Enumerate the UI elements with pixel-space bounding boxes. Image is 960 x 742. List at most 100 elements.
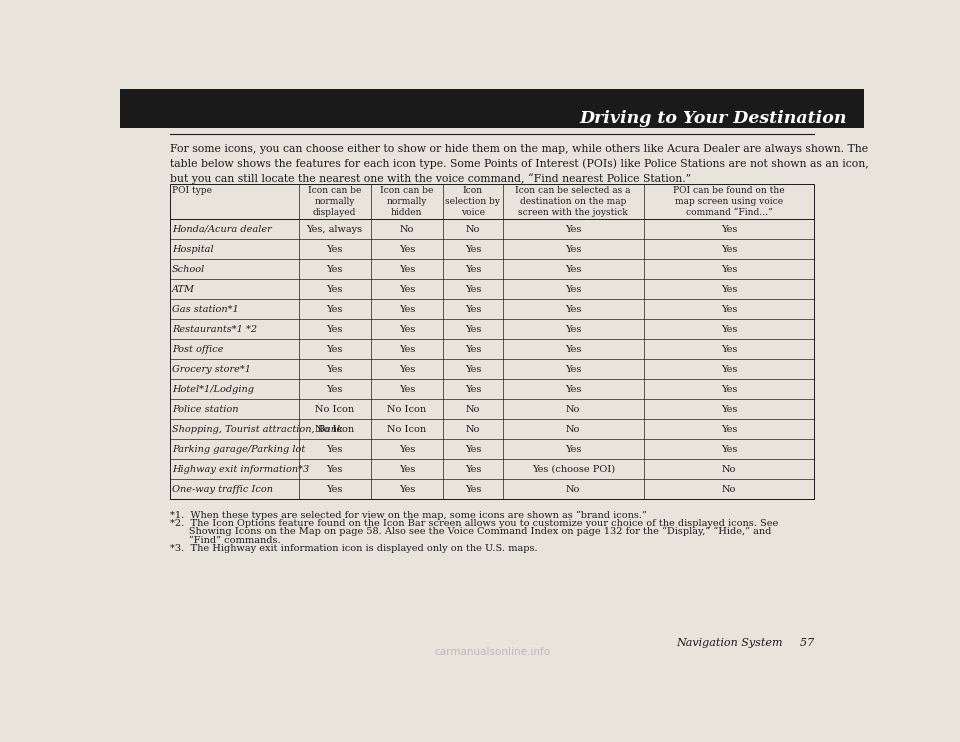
Text: Yes: Yes (326, 345, 343, 354)
Text: Yes: Yes (326, 385, 343, 394)
Text: No: No (566, 405, 581, 414)
Text: Post office: Post office (172, 345, 224, 354)
Text: Icon can be selected as a
destination on the map
screen with the joystick: Icon can be selected as a destination on… (516, 186, 631, 217)
Text: ATM: ATM (172, 285, 195, 294)
Text: Yes: Yes (565, 225, 582, 234)
Text: Yes: Yes (326, 445, 343, 454)
Text: No: No (466, 225, 480, 234)
Text: Yes: Yes (326, 285, 343, 294)
Text: Yes: Yes (721, 285, 737, 294)
Text: Police station: Police station (172, 405, 238, 414)
Text: Yes: Yes (465, 385, 481, 394)
Text: Yes: Yes (326, 465, 343, 474)
Text: *1.  When these types are selected for view on the map, some icons are shown as : *1. When these types are selected for vi… (170, 510, 646, 519)
Text: Icon
selection by
voice: Icon selection by voice (445, 186, 500, 217)
Text: Yes: Yes (398, 325, 415, 334)
Text: Yes: Yes (565, 385, 582, 394)
Text: Yes: Yes (465, 285, 481, 294)
Text: No: No (566, 485, 581, 494)
Text: School: School (172, 265, 205, 274)
Text: Icon can be
normally
hidden: Icon can be normally hidden (380, 186, 434, 217)
Text: No: No (722, 465, 736, 474)
Text: Highway exit information*3: Highway exit information*3 (172, 465, 309, 474)
Text: Yes: Yes (721, 405, 737, 414)
Text: Yes: Yes (721, 225, 737, 234)
Text: Yes: Yes (398, 305, 415, 314)
Text: Yes: Yes (398, 445, 415, 454)
Text: Yes: Yes (565, 305, 582, 314)
Text: Yes: Yes (398, 285, 415, 294)
Text: Restaurants*1 *2: Restaurants*1 *2 (172, 325, 257, 334)
Text: Driving to Your Destination: Driving to Your Destination (580, 110, 847, 127)
Text: No Icon: No Icon (315, 405, 354, 414)
Text: Yes: Yes (721, 365, 737, 374)
Text: Yes: Yes (465, 365, 481, 374)
Text: Yes: Yes (465, 325, 481, 334)
Text: Yes: Yes (721, 305, 737, 314)
Bar (170, 184, 814, 499)
Text: Yes: Yes (398, 365, 415, 374)
Text: POI can be found on the
map screen using voice
command “Find…”: POI can be found on the map screen using… (673, 186, 784, 217)
Text: Navigation System     57: Navigation System 57 (676, 638, 814, 648)
Text: No Icon: No Icon (387, 425, 426, 434)
Text: Yes: Yes (721, 245, 737, 254)
Text: Yes: Yes (565, 365, 582, 374)
Text: Honda/Acura dealer: Honda/Acura dealer (172, 225, 272, 234)
Text: For some icons, you can choose either to show or hide them on the map, while oth: For some icons, you can choose either to… (170, 145, 869, 183)
Text: POI type: POI type (172, 186, 212, 195)
Text: Yes: Yes (465, 445, 481, 454)
Text: Icon can be
normally
displayed: Icon can be normally displayed (308, 186, 361, 217)
Text: Yes: Yes (398, 245, 415, 254)
Text: Hotel*1/Lodging: Hotel*1/Lodging (172, 385, 254, 394)
Text: Yes: Yes (721, 385, 737, 394)
Text: Yes: Yes (565, 265, 582, 274)
Text: No: No (566, 425, 581, 434)
Text: One-way traffic Icon: One-way traffic Icon (172, 485, 273, 494)
Text: Yes: Yes (326, 365, 343, 374)
Text: Yes: Yes (465, 265, 481, 274)
Text: Hospital: Hospital (172, 245, 213, 254)
Text: No Icon: No Icon (387, 405, 426, 414)
Text: Yes: Yes (721, 345, 737, 354)
Text: Yes: Yes (721, 445, 737, 454)
Text: No: No (466, 425, 480, 434)
Text: Yes: Yes (565, 445, 582, 454)
Text: Yes: Yes (721, 425, 737, 434)
Text: Yes: Yes (721, 325, 737, 334)
Bar (120, 89, 864, 128)
Text: No: No (722, 485, 736, 494)
Text: Yes, always: Yes, always (306, 225, 363, 234)
Text: Yes: Yes (398, 465, 415, 474)
Text: Yes: Yes (565, 245, 582, 254)
Text: “Find” commands.: “Find” commands. (170, 536, 280, 545)
Text: Yes: Yes (565, 285, 582, 294)
Text: Yes: Yes (465, 465, 481, 474)
Text: Yes: Yes (326, 485, 343, 494)
Text: No Icon: No Icon (315, 425, 354, 434)
Text: Yes: Yes (465, 305, 481, 314)
Text: Gas station*1: Gas station*1 (172, 305, 239, 314)
Text: Parking garage/Parking lot: Parking garage/Parking lot (172, 445, 305, 454)
Text: Yes: Yes (398, 265, 415, 274)
Text: carmanualsonline.info: carmanualsonline.info (434, 647, 550, 657)
Text: *3.  The Highway exit information icon is displayed only on the U.S. maps.: *3. The Highway exit information icon is… (170, 544, 538, 553)
Text: Yes: Yes (326, 245, 343, 254)
Text: Yes: Yes (465, 245, 481, 254)
Text: *2.  The Icon Options feature found on the Icon Bar screen allows you to customi: *2. The Icon Options feature found on th… (170, 519, 778, 528)
Text: No: No (466, 405, 480, 414)
Text: Yes: Yes (326, 325, 343, 334)
Text: Yes: Yes (465, 485, 481, 494)
Text: No: No (399, 225, 414, 234)
Text: Shopping, Tourist attraction, Bank: Shopping, Tourist attraction, Bank (172, 425, 343, 434)
Text: Yes: Yes (326, 305, 343, 314)
Text: Yes (choose POI): Yes (choose POI) (532, 465, 614, 474)
Text: Yes: Yes (465, 345, 481, 354)
Text: Yes: Yes (721, 265, 737, 274)
Text: Yes: Yes (565, 345, 582, 354)
Text: Grocery store*1: Grocery store*1 (172, 365, 251, 374)
Text: Yes: Yes (326, 265, 343, 274)
Text: Yes: Yes (398, 345, 415, 354)
Text: Yes: Yes (398, 385, 415, 394)
Text: Showing Icons on the Map on page 58. Also see the Voice Command Index on page 13: Showing Icons on the Map on page 58. Als… (170, 527, 771, 536)
Text: Yes: Yes (398, 485, 415, 494)
